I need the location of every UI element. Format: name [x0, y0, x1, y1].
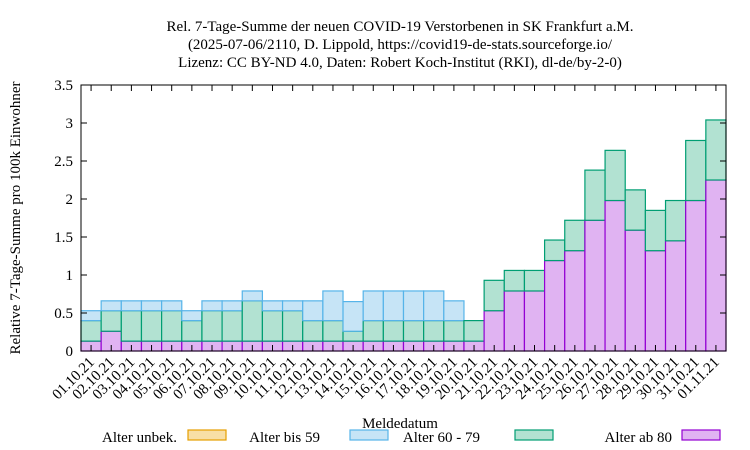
bar-alter-60-79-10.10.21 — [261, 310, 284, 342]
bar-alter-60-79-21.10.21 — [483, 279, 505, 312]
bar-alter-bis-59-03.10.21 — [120, 300, 143, 312]
legend-label: Alter 60 - 79 — [403, 430, 480, 446]
y-tick-label: 1 — [66, 268, 74, 284]
bar-alter-60-79-15.10.21 — [362, 320, 384, 342]
bar-alter-60-79-11.10.21 — [281, 310, 304, 342]
bar-alter-ab-80-26.10.21 — [584, 219, 606, 352]
bar-alter-ab-80-27.10.21 — [604, 199, 626, 352]
bar-alter-bis-59-14.10.21 — [342, 301, 364, 332]
bar-alter-60-79-09.10.21 — [241, 300, 264, 342]
bar-alter-60-79-24.10.21 — [543, 239, 566, 262]
bar-alter-60-79-25.10.21 — [564, 219, 586, 252]
legend-swatch — [514, 429, 554, 441]
bar-alter-bis-59-01.10.21 — [80, 310, 102, 322]
chart-title: Rel. 7-Tage-Summe der neuen COVID-19 Ver… — [167, 19, 634, 71]
chart-title-line-1: Rel. 7-Tage-Summe der neuen COVID-19 Ver… — [167, 19, 634, 35]
chart-title-line-3: Lizenz: CC BY-ND 4.0, Daten: Robert Koch… — [178, 55, 622, 71]
legend-swatch — [349, 429, 389, 441]
x-axis-label: Meldedatum — [362, 416, 438, 432]
y-ticks: 0 0.5 1 1.5 2 2.5 3 3.5 — [54, 78, 726, 360]
bar-alter-60-79-03.10.21 — [120, 310, 143, 342]
bar-alter-60-79-18.10.21 — [423, 320, 445, 342]
bar-alter-60-79-12.10.21 — [302, 320, 324, 342]
legend-swatch — [187, 429, 227, 441]
y-tick-label: 2 — [66, 192, 74, 208]
bar-alter-bis-59-11.10.21 — [281, 300, 304, 312]
y-tick-label: 0 — [66, 344, 74, 360]
bar-alter-bis-59-17.10.21 — [402, 290, 425, 322]
legend-label: Alter unbek. — [102, 430, 177, 446]
chart-title-line-2: (2025-07-06/2110, D. Lippold, https://co… — [188, 37, 613, 53]
bar-alter-60-79-16.10.21 — [382, 320, 405, 342]
bar-alter-bis-59-06.10.21 — [181, 310, 203, 322]
bar-alter-60-79-14.10.21 — [342, 330, 364, 342]
bar-alter-ab-80-31.10.21 — [685, 199, 707, 352]
bar-alter-60-79-05.10.21 — [161, 310, 183, 342]
y-tick-label: 2.5 — [54, 154, 73, 170]
y-tick-label: 1.5 — [54, 230, 73, 246]
bar-alter-bis-59-18.10.21 — [423, 290, 445, 322]
bar-alter-60-79-28.10.21 — [624, 189, 646, 231]
bar-alter-bis-59-08.10.21 — [221, 300, 243, 312]
bar-alter-bis-59-19.10.21 — [443, 300, 465, 322]
bar-alter-ab-80-24.10.21 — [543, 259, 566, 352]
bar-alter-60-79-19.10.21 — [443, 320, 465, 342]
bar-alter-ab-80-25.10.21 — [564, 250, 586, 352]
bar-alter-60-79-07.10.21 — [201, 310, 223, 342]
plot-frame — [80, 84, 727, 352]
bar-alter-60-79-22.10.21 — [503, 269, 526, 292]
bar-alter-bis-59-15.10.21 — [362, 290, 384, 322]
bar-alter-ab-80-21.10.21 — [483, 310, 505, 352]
bar-alter-60-79-17.10.21 — [402, 320, 425, 342]
bar-alter-ab-80-22.10.21 — [503, 290, 526, 352]
bar-alter-ab-80-28.10.21 — [624, 229, 646, 352]
bar-alter-60-79-23.10.21 — [523, 269, 546, 292]
y-tick-label: 3 — [66, 116, 74, 132]
legend: Alter unbek. Alter bis 59 Alter 60 - 79 Alt… — [102, 429, 721, 446]
bars — [80, 119, 727, 352]
bar-alter-bis-59-05.10.21 — [161, 300, 183, 312]
bar-alter-60-79-13.10.21 — [322, 320, 344, 342]
bar-alter-60-79-30.10.21 — [664, 199, 687, 242]
legend-label: Alter ab 80 — [605, 430, 672, 446]
bar-alter-ab-80-23.10.21 — [523, 290, 546, 352]
bar-alter-ab-80-01.11.21 — [705, 179, 727, 352]
bar-alter-bis-59-10.10.21 — [261, 300, 284, 312]
bar-alter-bis-59-07.10.21 — [201, 300, 223, 312]
bar-alter-60-79-29.10.21 — [644, 209, 667, 252]
bar-alter-bis-59-02.10.21 — [100, 300, 122, 312]
bar-alter-bis-59-13.10.21 — [322, 290, 344, 322]
bar-alter-60-79-01.10.21 — [80, 320, 102, 342]
bar-alter-bis-59-09.10.21 — [241, 290, 264, 302]
bar-alter-bis-59-12.10.21 — [302, 300, 324, 322]
y-tick-label: 0.5 — [54, 306, 73, 322]
legend-label: Alter bis 59 — [249, 430, 320, 446]
bar-alter-60-79-04.10.21 — [140, 310, 163, 342]
bar-alter-60-79-27.10.21 — [604, 149, 626, 202]
bar-alter-60-79-08.10.21 — [221, 310, 243, 342]
y-axis-label: Relative 7-Tage-Summe pro 100k Einwohner — [8, 81, 24, 354]
legend-swatch — [681, 429, 721, 441]
bar-alter-60-79-02.10.21 — [100, 310, 122, 332]
bar-alter-bis-59-04.10.21 — [140, 300, 163, 312]
bar-alter-60-79-20.10.21 — [463, 320, 485, 342]
bar-alter-60-79-31.10.21 — [685, 139, 707, 202]
bar-alter-ab-80-29.10.21 — [644, 250, 667, 352]
bar-alter-ab-80-30.10.21 — [664, 240, 687, 352]
y-tick-label: 3.5 — [54, 78, 73, 94]
bar-alter-60-79-06.10.21 — [181, 320, 203, 342]
bar-alter-60-79-01.11.21 — [705, 119, 727, 181]
axes — [80, 84, 727, 352]
bar-alter-bis-59-16.10.21 — [382, 290, 405, 322]
bar-alter-60-79-26.10.21 — [584, 169, 606, 221]
